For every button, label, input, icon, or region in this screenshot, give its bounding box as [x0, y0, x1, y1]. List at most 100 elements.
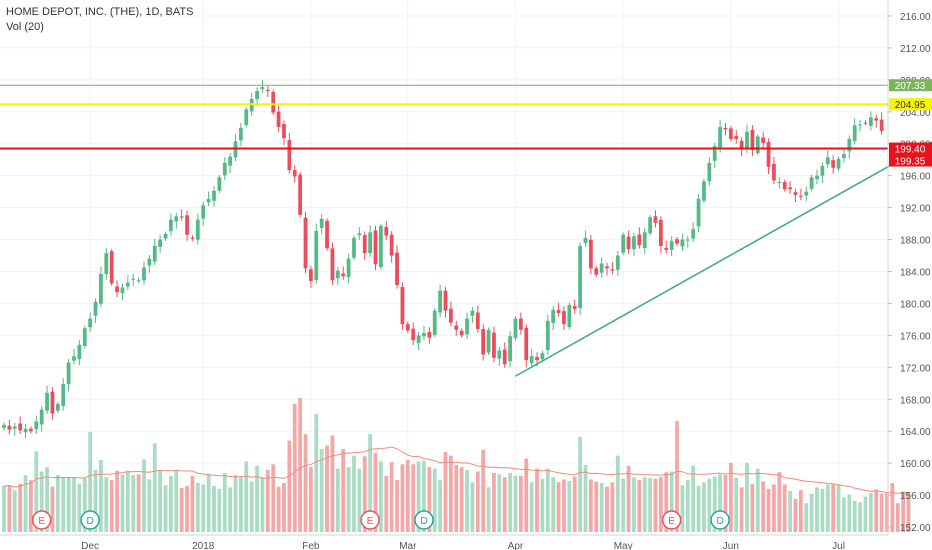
volume-bar — [588, 479, 593, 532]
volume-bar — [524, 458, 529, 532]
dividend-marker[interactable] — [710, 510, 730, 530]
candle-body — [88, 318, 93, 328]
volume-bar — [319, 449, 324, 532]
candle-body — [653, 216, 658, 223]
volume-bar — [761, 481, 766, 532]
candle-body — [61, 384, 66, 406]
candle-body — [158, 239, 163, 247]
candle-body — [142, 267, 146, 281]
volume-bar — [858, 502, 862, 532]
candle-body — [847, 138, 852, 152]
volume-bar — [529, 482, 534, 532]
candle-body — [50, 391, 55, 414]
price-tick-label: 216.00 — [900, 12, 931, 23]
price-tick-label: 192.00 — [900, 204, 931, 215]
candle-body — [723, 127, 728, 130]
volume-bar — [842, 497, 846, 532]
candle-body — [879, 119, 884, 131]
volume-bar — [728, 462, 733, 532]
volume-bar — [45, 467, 49, 532]
candle-body — [777, 182, 782, 184]
earnings-marker[interactable] — [360, 510, 380, 530]
candle-body — [163, 233, 168, 239]
candle-body — [309, 269, 313, 282]
volume-bar — [486, 487, 491, 532]
volume-bar — [793, 498, 798, 532]
candle-body — [330, 248, 335, 281]
volume-bar — [395, 480, 399, 532]
volume-bar — [190, 475, 195, 532]
volume-bar — [335, 468, 340, 532]
candle-body — [529, 356, 534, 364]
volume-bar — [362, 456, 367, 532]
volume-bar — [626, 465, 631, 532]
volume-bar — [745, 462, 749, 532]
volume-bar — [621, 478, 626, 532]
candle-body — [761, 137, 766, 143]
price-tick-label: 196.00 — [900, 172, 931, 183]
candle-body — [45, 392, 49, 411]
volume-bar — [222, 472, 227, 532]
volume-bar — [405, 459, 410, 532]
price-label-text: 199.40 — [895, 145, 926, 156]
price-tick-label: 164.00 — [900, 427, 931, 438]
candle-body — [34, 421, 39, 430]
candle-body — [685, 239, 690, 241]
trend-line[interactable] — [515, 131, 932, 377]
volume-bar — [400, 464, 405, 532]
candle-body — [271, 91, 276, 113]
volume-bar — [777, 472, 782, 532]
volume-bar — [755, 468, 760, 532]
price-label-text: 204.95 — [895, 100, 926, 111]
volume-bar — [212, 485, 216, 532]
candle-body — [411, 328, 416, 341]
candle-body — [465, 318, 469, 335]
candle-body — [357, 233, 362, 236]
volume-bar — [653, 478, 658, 532]
candle-body — [66, 362, 71, 385]
candle-body — [416, 335, 421, 344]
candle-body — [540, 352, 545, 360]
candle-body — [583, 237, 588, 244]
candle-body — [734, 136, 739, 139]
volume-bar — [497, 474, 502, 532]
price-tick-label: 180.00 — [900, 299, 931, 310]
dividend-marker[interactable] — [414, 510, 434, 530]
candle-body — [206, 198, 211, 203]
volume-bar — [346, 467, 351, 532]
candle-body — [626, 236, 631, 250]
candle-body — [379, 225, 383, 268]
volume-bar — [901, 491, 906, 532]
candle-body — [610, 269, 615, 271]
volume-bar — [125, 470, 130, 532]
time-tick-label: May — [614, 541, 633, 550]
volume-bar — [718, 474, 722, 532]
volume-bar — [109, 480, 114, 532]
price-tick-label: 152.00 — [900, 523, 931, 534]
candle-body — [588, 239, 593, 269]
volume-bar — [384, 475, 389, 532]
candle-body — [739, 140, 744, 150]
volume-bar — [750, 483, 755, 532]
candle-body — [39, 409, 44, 425]
earnings-marker[interactable] — [31, 510, 52, 530]
volume-bar — [847, 494, 852, 532]
volume-bar — [583, 465, 588, 532]
price-tick-label: 188.00 — [900, 236, 931, 247]
candle-body — [782, 182, 787, 190]
volume-bar — [195, 483, 200, 532]
volume-bar — [906, 492, 911, 532]
earnings-marker[interactable] — [661, 510, 682, 530]
candle-body — [120, 287, 125, 294]
volume-bar — [788, 490, 792, 532]
dividend-marker[interactable] — [80, 510, 100, 530]
candle-body — [481, 328, 486, 355]
candle-body — [745, 131, 749, 150]
volume-bar — [734, 477, 739, 532]
candle-body — [104, 253, 109, 274]
volume-bar — [2, 485, 6, 532]
horizontal-lines[interactable] — [0, 84, 888, 150]
